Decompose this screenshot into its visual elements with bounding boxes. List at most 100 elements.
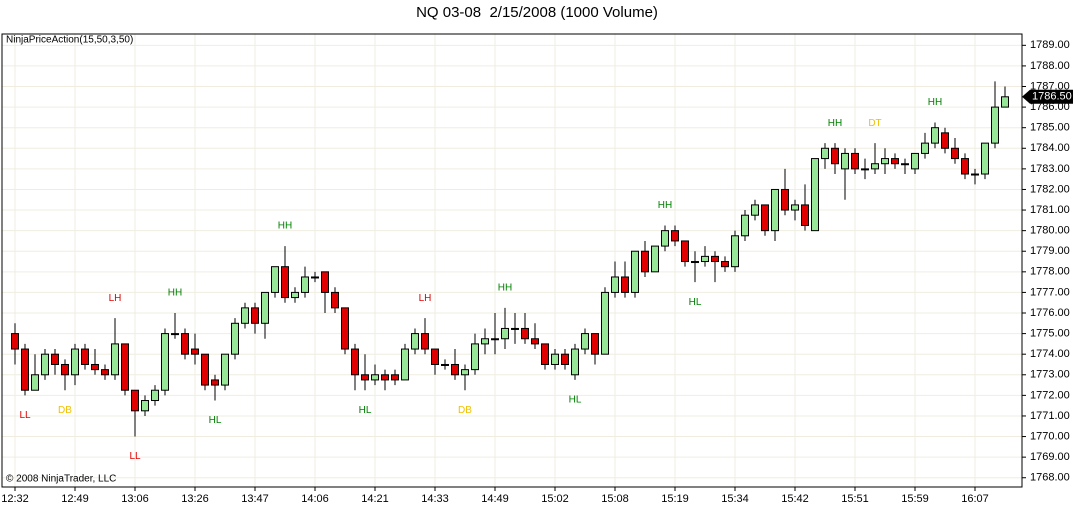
candle-body (281, 266, 289, 299)
chart-title: NQ 03-08 2/15/2008 (1000 Volume) (416, 4, 658, 21)
candle-body (71, 348, 79, 376)
candle-body (711, 255, 719, 263)
candle-body (401, 348, 409, 381)
candle-body (171, 333, 179, 336)
candle-body (681, 240, 689, 263)
candle-body (231, 322, 239, 355)
candle-body (391, 374, 399, 381)
candle-body (751, 204, 759, 216)
annotation: HL (359, 405, 372, 416)
candle-body (451, 363, 459, 376)
candle-body (81, 348, 89, 365)
annotation: HH (168, 288, 182, 299)
candle-body (311, 276, 319, 279)
candle-body (1001, 96, 1009, 108)
y-tick-label: 1781.00 (1030, 204, 1070, 216)
x-tick-label: 15:34 (721, 493, 749, 505)
y-tick-label: 1780.00 (1030, 225, 1070, 237)
candle-body (571, 348, 579, 376)
candle-body (641, 250, 649, 273)
candle-body (161, 333, 169, 391)
candle-body (241, 307, 249, 324)
candle-body (631, 250, 639, 293)
candle-body (41, 353, 49, 376)
annotation: HH (658, 200, 672, 211)
candle-body (381, 374, 389, 381)
candle-body (541, 343, 549, 365)
candle-body (91, 363, 99, 371)
annotation: HH (498, 282, 512, 293)
candle-body (321, 271, 329, 293)
annotation: DT (868, 118, 881, 129)
candle-body (531, 338, 539, 345)
candle-body (331, 291, 339, 309)
candle-body (561, 353, 569, 365)
candle-body (661, 230, 669, 247)
y-tick-label: 1787.00 (1030, 80, 1070, 92)
x-tick-label: 15:02 (541, 493, 569, 505)
candle-body (61, 363, 69, 376)
candle-body (651, 245, 659, 273)
candle-body (21, 348, 29, 391)
y-tick-label: 1775.00 (1030, 328, 1070, 340)
candle-body (861, 168, 869, 171)
candle-body (11, 333, 19, 350)
y-tick-label: 1782.00 (1030, 183, 1070, 195)
candle-body (901, 163, 909, 166)
annotation: LL (19, 410, 31, 421)
last-price-label: 1786.50 (1032, 91, 1072, 103)
candle-body (101, 369, 109, 376)
copyright: © 2008 NinjaTrader, LLC (6, 474, 116, 485)
y-tick-label: 1773.00 (1030, 369, 1070, 381)
candle-body (801, 204, 809, 226)
x-tick-label: 13:06 (121, 493, 149, 505)
candle-body (581, 333, 589, 350)
candle-body (431, 348, 439, 365)
last-price-box (1022, 89, 1073, 104)
candle-body (111, 343, 119, 376)
x-tick-label: 15:42 (781, 493, 809, 505)
candle-body (151, 389, 159, 402)
y-tick-label: 1770.00 (1030, 430, 1070, 442)
y-tick-label: 1789.00 (1030, 39, 1070, 51)
candle-body (921, 142, 929, 154)
candle-body (511, 327, 519, 330)
candle-body (981, 142, 989, 175)
y-tick-label: 1778.00 (1030, 266, 1070, 278)
x-tick-label: 14:21 (361, 493, 389, 505)
candle-body (591, 333, 599, 355)
x-tick-label: 12:49 (61, 493, 89, 505)
x-tick-label: 14:06 (301, 493, 329, 505)
candle-body (51, 353, 59, 365)
candle-body (411, 333, 419, 350)
candle-body (771, 188, 779, 232)
indicator-label: NinjaPriceAction(15,50,3,50) (6, 35, 133, 46)
y-tick-label: 1774.00 (1030, 348, 1070, 360)
candle-body (481, 338, 489, 345)
y-tick-label: 1769.00 (1030, 451, 1070, 463)
candle-body (441, 363, 449, 366)
candle-body (191, 348, 199, 355)
annotation: HL (569, 395, 582, 406)
candle-body (371, 374, 379, 381)
x-tick-label: 13:26 (181, 493, 209, 505)
x-tick-label: 16:07 (961, 493, 989, 505)
x-tick-label: 14:49 (481, 493, 509, 505)
candle-body (131, 389, 139, 412)
x-tick-label: 15:59 (901, 493, 929, 505)
candle-body (351, 348, 359, 376)
candle-body (501, 327, 509, 340)
candle-body (361, 374, 369, 381)
y-tick-label: 1772.00 (1030, 389, 1070, 401)
candle-body (421, 333, 429, 350)
candle-body (121, 343, 129, 391)
y-tick-label: 1777.00 (1030, 286, 1070, 298)
annotation: LL (129, 451, 141, 462)
annotation: LH (419, 293, 432, 304)
candle-body (961, 158, 969, 175)
y-tick-label: 1768.00 (1030, 472, 1070, 484)
candle-body (261, 291, 269, 324)
candle-body (551, 353, 559, 365)
candle-body (741, 214, 749, 237)
